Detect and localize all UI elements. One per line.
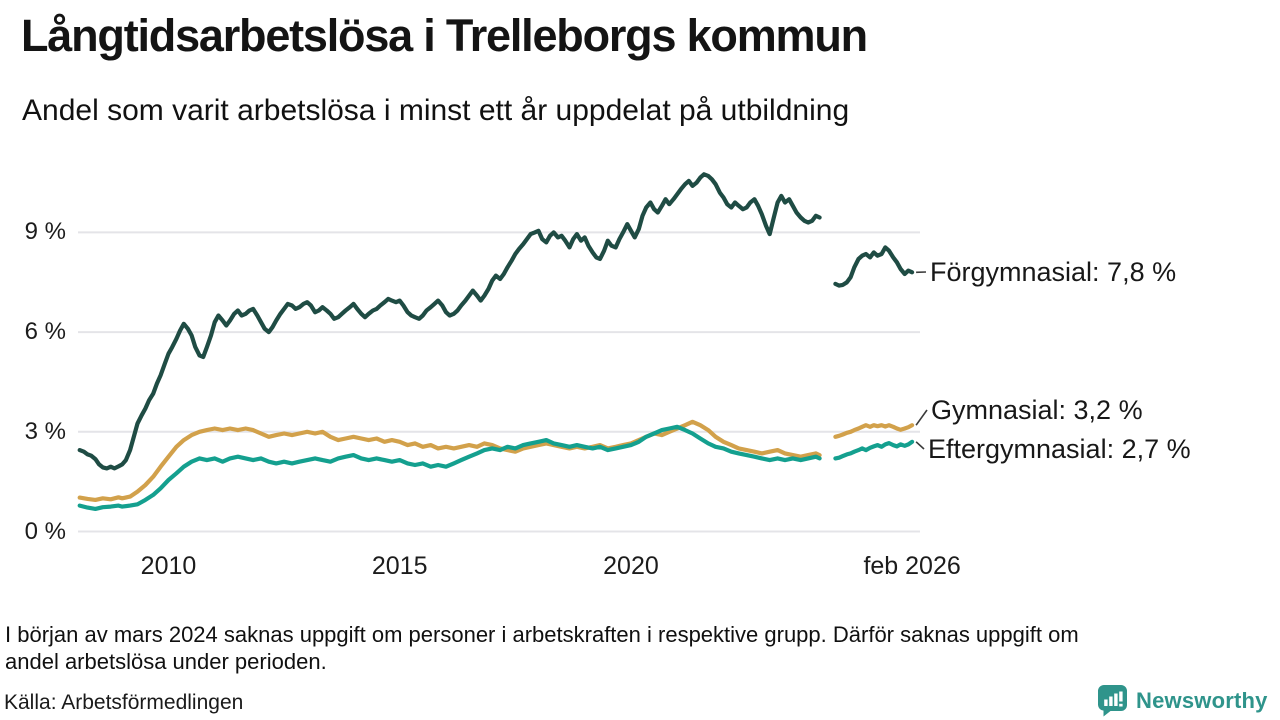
x-axis-tick-label: 2015 (371, 552, 428, 580)
series-line-eftergymnasial (77, 424, 915, 511)
source-label: Källa: Arbetsförmedlingen (4, 691, 244, 714)
y-axis-tick-label: 6 % (24, 318, 66, 346)
series-label-eftergymnasial: Eftergymnasial: 2,7 % (928, 434, 1191, 464)
newsworthy-logo-icon (1098, 685, 1127, 717)
x-axis-tick-label: feb 2026 (863, 552, 961, 580)
series-label-gymnasial: Gymnasial: 3,2 % (931, 395, 1143, 425)
newsworthy-logo: Newsworthy (1097, 684, 1268, 717)
chart-footnote: I början av mars 2024 saknas uppgift om … (5, 621, 1255, 675)
y-axis-tick-label: 0 % (24, 517, 66, 545)
footnote-line-2: andel arbetslösa under perioden. (5, 649, 327, 674)
series-line-forgymnasial (77, 172, 915, 471)
series-label-connector-gymnasial (915, 409, 928, 426)
page-subtitle: Andel som varit arbetslösa i minst ett å… (22, 94, 850, 127)
x-axis-tick-label: 2010 (140, 552, 197, 580)
x-axis-tick-label: 2020 (603, 552, 659, 580)
y-axis-tick-label: 9 % (24, 218, 66, 246)
series-label-connector-eftergymnasial (915, 441, 925, 450)
newsworthy-logo-text: Newsworthy (1136, 687, 1268, 713)
series-label-forgymnasial: Förgymnasial: 7,8 % (930, 257, 1177, 287)
footnote-line-1: I början av mars 2024 saknas uppgift om … (5, 622, 1079, 647)
series-line-gymnasial (77, 419, 915, 502)
page-title: Långtidsarbetslösa i Trelleborgs kommun (21, 10, 868, 61)
y-axis-tick-label: 3 % (24, 417, 66, 445)
